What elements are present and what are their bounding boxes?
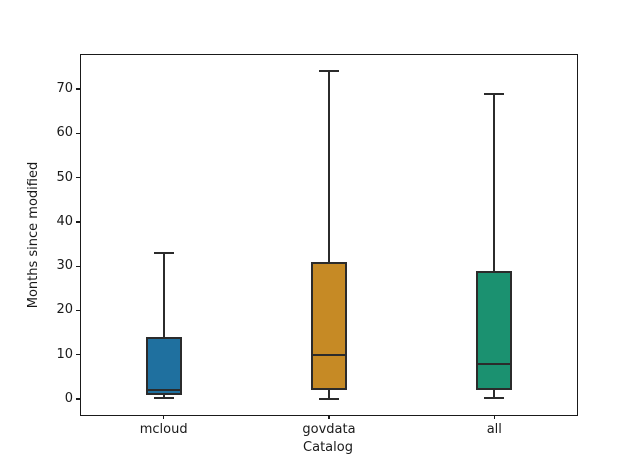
y-tick-mark	[76, 132, 80, 135]
x-tick-label: govdata	[302, 422, 356, 437]
y-tick-label: 30	[56, 258, 73, 274]
y-tick-mark	[76, 265, 80, 267]
y-tick-mark	[76, 398, 80, 400]
y-tick-label: 10	[56, 346, 73, 362]
y-tick-label: 60	[56, 125, 73, 141]
y-tick-mark	[76, 88, 80, 90]
y-tick-mark	[76, 176, 80, 179]
y-tick-mark	[76, 354, 80, 356]
box-govdata	[311, 261, 347, 391]
plot-area: 0 10 20 30 40 50 60 70 mcloud govdata all	[56, 54, 578, 437]
whisker-upper-all	[493, 93, 496, 271]
box-all	[476, 270, 513, 391]
box-mcloud	[145, 337, 182, 395]
y-tick-mark	[76, 309, 80, 312]
x-tick-mark	[328, 415, 330, 419]
whisker-lower-mcloud	[162, 394, 165, 399]
x-tick-mark	[162, 415, 165, 419]
whisker-cap-lower-all	[484, 397, 505, 400]
median-mcloud	[147, 389, 180, 392]
x-tick-label: all	[486, 422, 502, 437]
whisker-cap-lower-mcloud	[153, 397, 174, 400]
median-govdata	[313, 353, 345, 356]
x-tick-mark	[493, 415, 496, 419]
y-tick-label: 20	[56, 302, 73, 318]
whisker-cap-upper-govdata	[319, 70, 339, 73]
whisker-lower-all	[493, 390, 496, 399]
y-tick-label: 40	[56, 213, 73, 229]
whisker-lower-govdata	[328, 390, 330, 399]
y-tick-mark	[76, 221, 80, 223]
whisker-cap-upper-mcloud	[153, 251, 174, 254]
x-tick-label: mcloud	[139, 422, 188, 437]
whisker-cap-upper-all	[484, 92, 505, 95]
median-all	[478, 362, 511, 365]
whisker-upper-govdata	[328, 71, 330, 262]
y-tick-label: 0	[64, 391, 73, 407]
whisker-cap-lower-govdata	[319, 397, 339, 400]
whisker-upper-mcloud	[162, 252, 165, 338]
x-axis-title: Catalog	[303, 440, 353, 455]
y-tick-label: 50	[56, 169, 73, 185]
y-tick-label: 70	[56, 81, 73, 97]
